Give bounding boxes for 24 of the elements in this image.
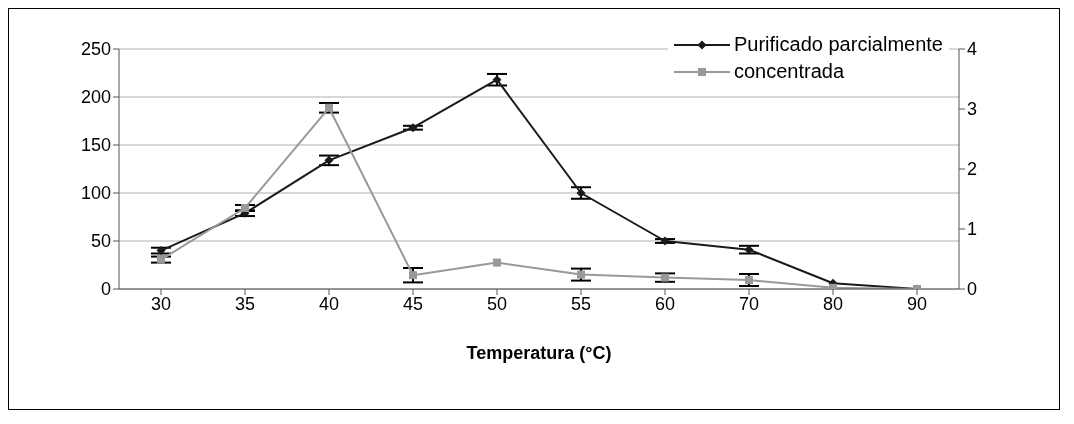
y-tick-label: 200 (80, 87, 111, 108)
y-tick-label: 100 (80, 183, 111, 204)
x-tick-label: 45 (402, 293, 424, 314)
y-tick-label: 250 (80, 39, 111, 60)
y2-tick-label: 3 (967, 99, 978, 120)
y2-tick-label: 4 (967, 39, 978, 60)
y2-tick-label: 0 (967, 279, 978, 300)
x-tick-label: 80 (822, 293, 844, 314)
y-tick-label: 150 (80, 135, 111, 156)
x-tick-label: 70 (738, 293, 760, 314)
x-tick-label: 35 (234, 293, 256, 314)
x-tick-label: 50 (486, 293, 508, 314)
x-tick-label: 55 (570, 293, 592, 314)
y2-tick-label: 1 (967, 219, 978, 240)
x-tick-label: 60 (654, 293, 676, 314)
y-tick-label: 50 (90, 231, 111, 252)
legend-label: concentrada (733, 59, 846, 84)
legend-label: Purificado parcialmente (733, 32, 943, 57)
y-tick-label: 0 (100, 279, 111, 300)
x-tick-label: 30 (150, 293, 172, 314)
x-tick-label: 40 (318, 293, 340, 314)
x-tick-label: 90 (906, 293, 928, 314)
y2-tick-label: 2 (967, 159, 978, 180)
x-axis-title: Temperatura (°C) (466, 343, 612, 363)
